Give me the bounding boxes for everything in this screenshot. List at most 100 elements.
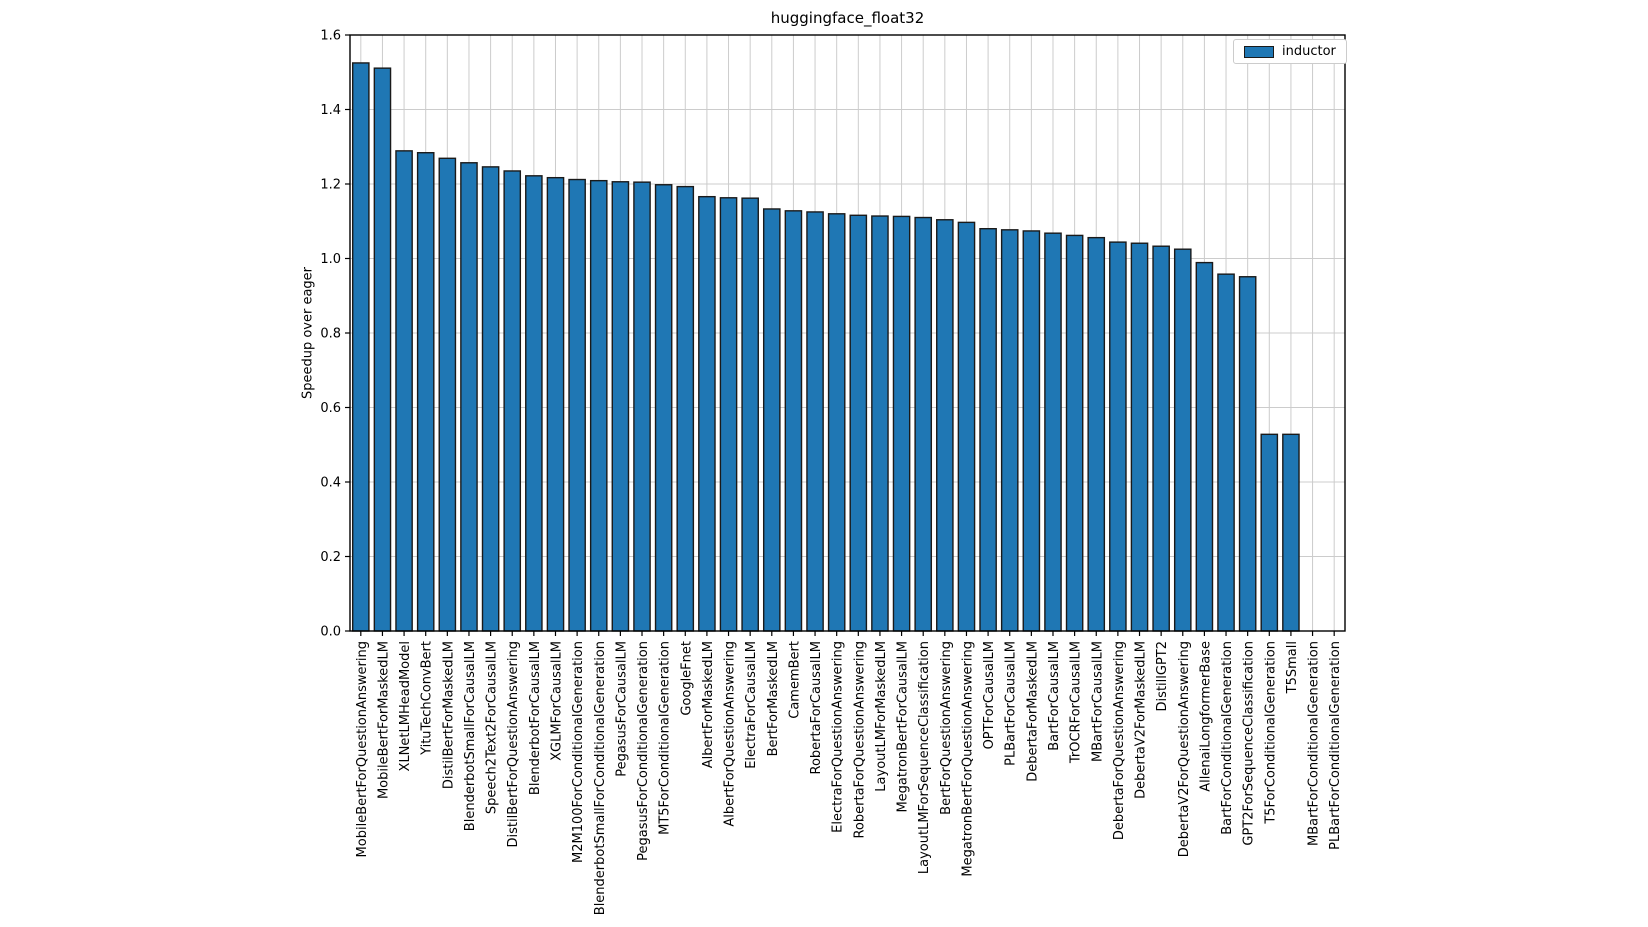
x-tick-label-AlbertForMaskedLM: AlbertForMaskedLM	[701, 641, 716, 768]
x-tick-label-DistilBertForMaskedLM: DistilBertForMaskedLM	[441, 641, 456, 789]
chart-title: huggingface_float32	[770, 9, 925, 27]
x-tick-label-ElectraForQuestionAnswering: ElectraForQuestionAnswering	[831, 641, 846, 833]
x-tick-label-MegatronBertForCausalLM: MegatronBertForCausalLM	[896, 641, 911, 813]
x-tick-label-MegatronBertForQuestionAnswering: MegatronBertForQuestionAnswering	[960, 641, 975, 877]
bar-BertForQuestionAnswering	[936, 219, 954, 632]
bar-BlenderbotSmallForCausalLM	[460, 162, 478, 632]
bar-DebertaV2ForQuestionAnswering	[1173, 248, 1192, 632]
bar-PLBartForCausalLM	[1000, 229, 1019, 632]
x-tick-label-LayoutLMForMaskedLM: LayoutLMForMaskedLM	[874, 641, 889, 792]
x-tick-label-DebertaForMaskedLM: DebertaForMaskedLM	[1025, 641, 1040, 782]
bar-TrOCRForCausalLM	[1065, 234, 1084, 632]
x-tick-label-MBartForConditionalGeneration: MBartForConditionalGeneration	[1307, 641, 1322, 846]
bar-GPT2ForSequenceClassification	[1238, 276, 1257, 632]
x-tick-label-GoogleFnet: GoogleFnet	[679, 641, 694, 716]
bar-AlbertForMaskedLM	[698, 195, 716, 632]
legend-swatch-inductor	[1244, 45, 1274, 58]
x-tick-label-PLBartForCausalLM: PLBartForCausalLM	[1004, 641, 1019, 766]
bar-AllenaiLongformerBase	[1195, 261, 1214, 632]
x-tick-label-MobileBertForMaskedLM: MobileBertForMaskedLM	[376, 641, 391, 799]
bar-BartForConditionalGeneration	[1217, 273, 1235, 632]
x-tick-label-OPTForCausalLM: OPTForCausalLM	[982, 641, 997, 749]
bar-LayoutLMForMaskedLM	[871, 215, 889, 632]
bar-T5ForConditionalGeneration	[1260, 433, 1279, 632]
bar-BartForCausalLM	[1044, 232, 1062, 632]
y-tick-label: 1.2	[320, 178, 341, 193]
bar-PegasusForCausalLM	[611, 181, 630, 632]
bar-BlenderbotForCausalLM	[525, 175, 543, 632]
bar-XGLMForCausalLM	[546, 176, 565, 632]
x-tick-label-DebertaV2ForMaskedLM: DebertaV2ForMaskedLM	[1134, 641, 1149, 799]
bar-M2M100ForConditionalGeneration	[568, 178, 586, 632]
bar-DistilBertForQuestionAnswering	[503, 170, 522, 632]
bar-ElectraForQuestionAnswering	[827, 213, 846, 632]
bars-series-inductor	[352, 62, 1300, 632]
x-tick-label-PLBartForConditionalGeneration: PLBartForConditionalGeneration	[1328, 641, 1343, 850]
y-tick-label: 0.4	[320, 476, 341, 491]
x-tick-label-DistilBertForQuestionAnswering: DistilBertForQuestionAnswering	[506, 641, 521, 848]
x-tick-label-BertForMaskedLM: BertForMaskedLM	[766, 641, 781, 756]
x-tick-label-LayoutLMForSequenceClassification: LayoutLMForSequenceClassification	[917, 641, 932, 874]
x-tick-label-GPT2ForSequenceClassification: GPT2ForSequenceClassification	[1242, 641, 1257, 846]
bar-BlenderbotSmallForConditionalGeneration	[589, 179, 608, 632]
bar-RobertaForQuestionAnswering	[849, 214, 868, 632]
x-tick-label-AllenaiLongformerBase: AllenaiLongformerBase	[1198, 641, 1213, 792]
bar-RobertaForCausalLM	[806, 211, 824, 632]
x-tick-label-BlenderbotSmallForCausalLM: BlenderbotSmallForCausalLM	[463, 641, 478, 831]
bar-DebertaForMaskedLM	[1022, 230, 1041, 632]
y-tick-label: 1.6	[320, 29, 341, 44]
x-tick-label-Speech2Text2ForCausalLM: Speech2Text2ForCausalLM	[485, 641, 500, 814]
bar-YituTechConvBert	[416, 152, 435, 632]
y-tick-label: 0.2	[320, 550, 341, 565]
x-tick-label-T5Small: T5Small	[1285, 641, 1300, 694]
bar-BertForMaskedLM	[762, 208, 781, 632]
bar-PegasusForConditionalGeneration	[633, 181, 651, 632]
bar-T5Small	[1282, 433, 1300, 632]
axis-ticks	[345, 34, 1335, 636]
x-tick-label-PegasusForConditionalGeneration: PegasusForConditionalGeneration	[636, 641, 651, 861]
bar-Speech2Text2ForCausalLM	[481, 166, 500, 632]
bar-AlbertForQuestionAnswering	[719, 197, 738, 632]
bar-MegatronBertForQuestionAnswering	[957, 221, 976, 632]
y-tick-label: 1.0	[320, 252, 341, 267]
bar-DistilBertForMaskedLM	[438, 157, 457, 632]
x-tick-label-BertForQuestionAnswering: BertForQuestionAnswering	[939, 641, 954, 815]
bar-GoogleFnet	[676, 185, 695, 632]
x-tick-label-AlbertForQuestionAnswering: AlbertForQuestionAnswering	[723, 641, 738, 827]
bar-MT5ForConditionalGeneration	[654, 184, 673, 632]
x-tick-label-XGLMForCausalLM: XGLMForCausalLM	[549, 641, 564, 761]
y-tick-label: 0.0	[320, 625, 341, 640]
bar-MegatronBertForCausalLM	[892, 215, 911, 632]
bar-XLNetLMHeadModel	[395, 150, 413, 632]
bar-DebertaV2ForMaskedLM	[1130, 242, 1149, 632]
bar-OPTForCausalLM	[979, 227, 997, 632]
x-tick-label-ElectraForCausalLM: ElectraForCausalLM	[744, 641, 759, 769]
bar-MobileBertForQuestionAnswering	[352, 62, 370, 632]
x-tick-labels: MobileBertForQuestionAnswering MobileBert…	[355, 641, 1343, 915]
x-tick-label-RobertaForQuestionAnswering: RobertaForQuestionAnswering	[852, 641, 867, 839]
x-tick-label-PegasusForCausalLM: PegasusForCausalLM	[614, 641, 629, 777]
bar-DebertaForQuestionAnswering	[1109, 241, 1127, 632]
x-tick-label-RobertaForCausalLM: RobertaForCausalLM	[809, 641, 824, 774]
x-tick-label-BlenderbotForCausalLM: BlenderbotForCausalLM	[528, 641, 543, 795]
x-tick-label-DebertaForQuestionAnswering: DebertaForQuestionAnswering	[1112, 641, 1127, 840]
x-tick-label-MBartForCausalLM: MBartForCausalLM	[1090, 641, 1105, 762]
bar-CamemBert	[784, 210, 803, 632]
bar-ElectraForCausalLM	[741, 197, 759, 632]
x-tick-label-XLNetLMHeadModel: XLNetLMHeadModel	[398, 641, 413, 771]
y-tick-labels: 0.0 0.2 0.4 0.6 0.8 1.0 1.2 1.4 1.6	[320, 29, 341, 640]
x-tick-label-YituTechConvBert: YituTechConvBert	[420, 641, 435, 756]
legend-label-inductor: inductor	[1282, 44, 1336, 59]
x-tick-label-TrOCRForCausalLM: TrOCRForCausalLM	[1069, 641, 1084, 764]
bar-LayoutLMForSequenceClassification	[914, 216, 933, 632]
x-tick-label-T5ForConditionalGeneration: T5ForConditionalGeneration	[1263, 641, 1278, 825]
x-tick-label-DebertaV2ForQuestionAnswering: DebertaV2ForQuestionAnswering	[1177, 641, 1192, 857]
x-tick-label-MobileBertForQuestionAnswering: MobileBertForQuestionAnswering	[355, 641, 370, 857]
x-tick-label-MT5ForConditionalGeneration: MT5ForConditionalGeneration	[658, 641, 673, 835]
bar-DistillGPT2	[1152, 245, 1170, 632]
y-tick-label: 0.8	[320, 327, 341, 342]
y-tick-label: 1.4	[320, 103, 341, 118]
x-tick-label-BlenderbotSmallForConditionalGeneration: BlenderbotSmallForConditionalGeneration	[593, 641, 608, 915]
x-tick-label-BartForConditionalGeneration: BartForConditionalGeneration	[1220, 641, 1235, 835]
